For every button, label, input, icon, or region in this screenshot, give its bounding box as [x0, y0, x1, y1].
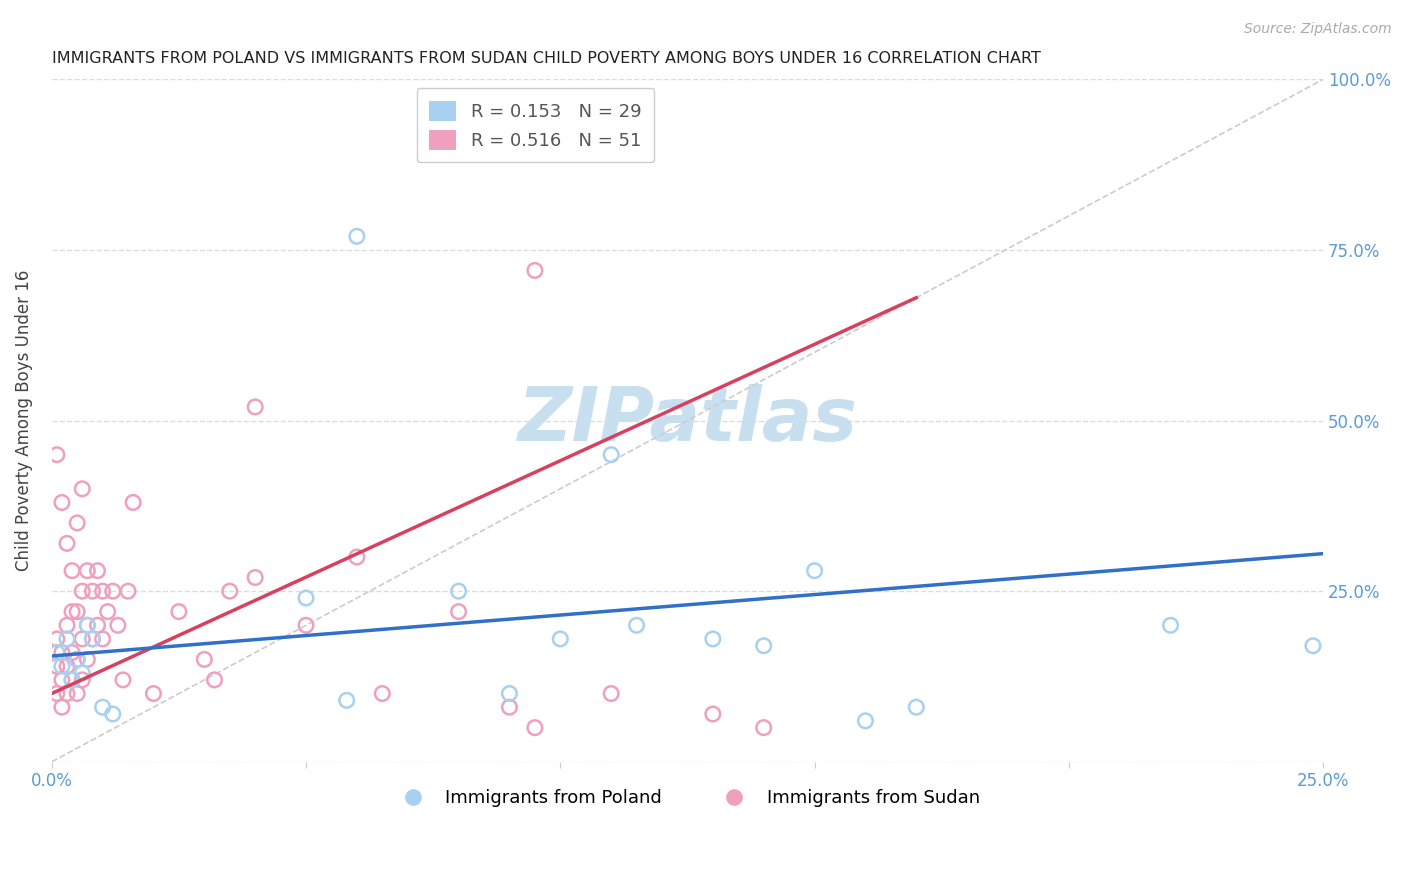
Point [498, 93, 520, 107]
Point [447, 584, 470, 599]
Point [91, 700, 114, 714]
Point [66, 686, 89, 700]
Point [1160, 618, 1182, 632]
Point [101, 584, 124, 599]
Point [91, 584, 114, 599]
Point [107, 618, 129, 632]
Point [204, 673, 226, 687]
Point [72, 584, 94, 599]
Point [498, 686, 520, 700]
Point [86, 618, 108, 632]
Point [167, 605, 190, 619]
Point [66, 516, 89, 530]
Point [45, 659, 67, 673]
Point [66, 605, 89, 619]
Point [600, 686, 623, 700]
Point [60, 673, 83, 687]
Point [76, 564, 98, 578]
Point [51, 700, 73, 714]
Point [72, 673, 94, 687]
Point [51, 673, 73, 687]
Point [855, 714, 877, 728]
Point [905, 700, 928, 714]
Point [72, 632, 94, 646]
Point [295, 618, 318, 632]
Point [702, 706, 724, 721]
Point [101, 706, 124, 721]
Point [56, 686, 79, 700]
Point [142, 686, 165, 700]
Point [91, 632, 114, 646]
Point [218, 584, 240, 599]
Legend: Immigrants from Poland, Immigrants from Sudan: Immigrants from Poland, Immigrants from … [388, 781, 987, 814]
Point [56, 536, 79, 550]
Point [76, 618, 98, 632]
Point [45, 448, 67, 462]
Point [336, 693, 359, 707]
Point [295, 591, 318, 605]
Point [600, 448, 623, 462]
Point [243, 400, 266, 414]
Point [550, 632, 572, 646]
Point [97, 605, 120, 619]
Point [371, 686, 394, 700]
Point [45, 632, 67, 646]
Y-axis label: Child Poverty Among Boys Under 16: Child Poverty Among Boys Under 16 [15, 270, 32, 571]
Point [498, 700, 520, 714]
Point [45, 646, 67, 660]
Point [60, 646, 83, 660]
Point [51, 495, 73, 509]
Point [82, 584, 104, 599]
Point [1302, 639, 1324, 653]
Point [346, 549, 368, 564]
Point [626, 618, 648, 632]
Point [66, 652, 89, 666]
Point [111, 673, 134, 687]
Point [193, 652, 215, 666]
Text: IMMIGRANTS FROM POLAND VS IMMIGRANTS FROM SUDAN CHILD POVERTY AMONG BOYS UNDER 1: IMMIGRANTS FROM POLAND VS IMMIGRANTS FRO… [52, 51, 1040, 66]
Text: Source: ZipAtlas.com: Source: ZipAtlas.com [1244, 22, 1392, 37]
Point [51, 659, 73, 673]
Point [86, 564, 108, 578]
Point [51, 646, 73, 660]
Point [60, 673, 83, 687]
Point [752, 721, 775, 735]
Point [803, 564, 825, 578]
Point [76, 618, 98, 632]
Point [45, 686, 67, 700]
Point [60, 605, 83, 619]
Point [76, 652, 98, 666]
Point [56, 659, 79, 673]
Point [752, 639, 775, 653]
Point [122, 495, 145, 509]
Point [82, 632, 104, 646]
Point [447, 605, 470, 619]
Point [82, 632, 104, 646]
Point [117, 584, 139, 599]
Point [56, 632, 79, 646]
Point [243, 570, 266, 584]
Point [72, 482, 94, 496]
Point [66, 652, 89, 666]
Point [72, 666, 94, 681]
Point [702, 632, 724, 646]
Point [523, 263, 546, 277]
Text: ZIPatlas: ZIPatlas [517, 384, 858, 457]
Point [60, 564, 83, 578]
Point [56, 618, 79, 632]
Point [346, 229, 368, 244]
Point [523, 721, 546, 735]
